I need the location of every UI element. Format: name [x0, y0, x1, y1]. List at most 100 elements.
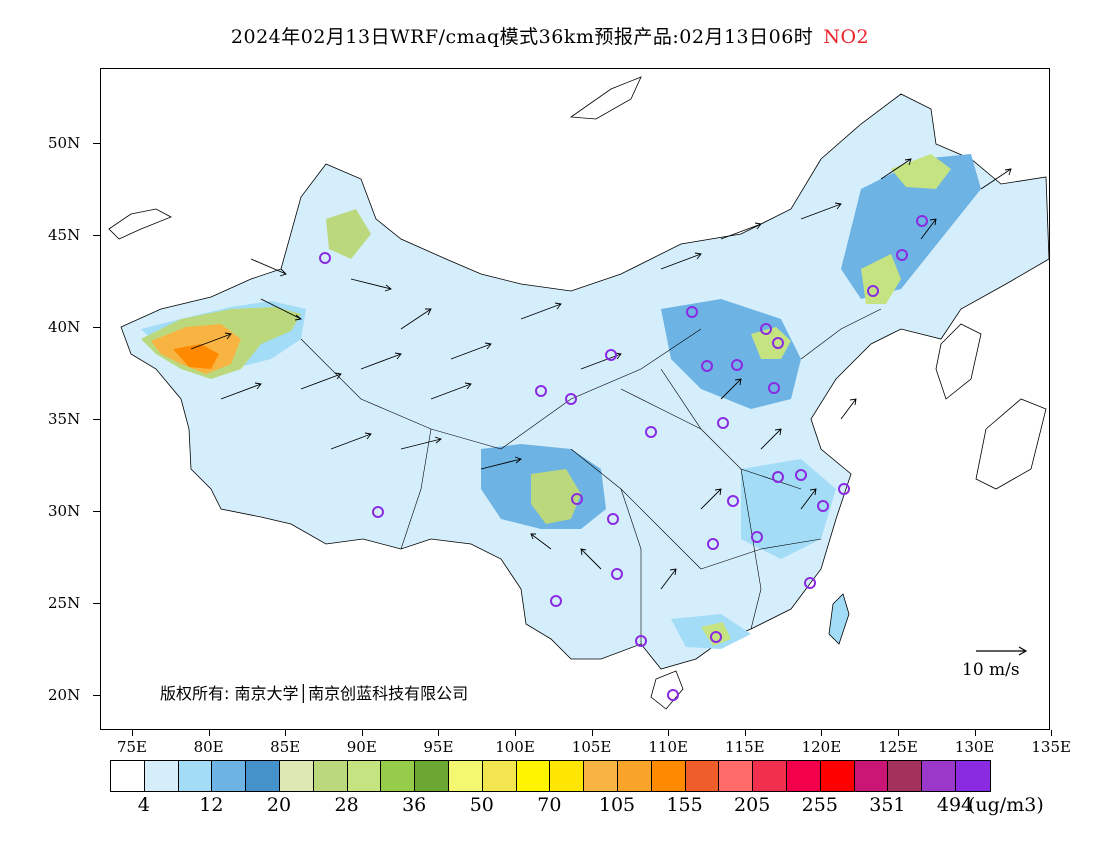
legend-swatch — [246, 761, 280, 791]
province-borders — [300, 308, 882, 644]
legend-swatch — [279, 761, 314, 791]
lat-label-30n: 30N — [48, 502, 81, 520]
copyright-notice: 版权所有: 南京大学│南京创蓝科技有限公司 — [160, 684, 469, 703]
city-marker — [867, 285, 879, 297]
city-marker — [772, 337, 784, 349]
legend-swatch — [786, 761, 821, 791]
lat-label-25n: 25N — [48, 594, 81, 612]
pollutant-name: NO2 — [823, 26, 870, 48]
legend-swatch — [651, 761, 686, 791]
city-marker — [717, 417, 729, 429]
lat-tick — [93, 419, 100, 420]
city-marker — [611, 568, 623, 580]
lon-label: 85E — [270, 738, 301, 756]
legend-swatch — [212, 761, 247, 791]
lon-tick — [285, 730, 287, 736]
legend-label: 205 — [734, 794, 771, 816]
legend-swatch — [313, 761, 348, 791]
legend-swatch — [685, 761, 720, 791]
city-marker — [571, 493, 583, 505]
xinjiang-hotspot-peak — [173, 344, 219, 369]
map-panel — [100, 68, 1050, 730]
lon-label: 90E — [346, 738, 377, 756]
legend-swatch — [550, 761, 585, 791]
legend-label: 494 — [936, 794, 974, 816]
yangtze-zone — [741, 459, 836, 559]
legend-unit: (ug/m3) — [968, 794, 1044, 816]
legend-label: 255 — [801, 794, 838, 816]
lon-label: 95E — [423, 738, 454, 756]
color-legend — [110, 760, 991, 792]
lat-tick — [93, 235, 100, 236]
urumqi-hotspot — [326, 209, 371, 259]
legend-swatch — [922, 761, 956, 791]
lon-label: 120E — [801, 738, 842, 756]
lon-tick — [974, 730, 976, 736]
city-marker — [916, 215, 928, 227]
lon-label: 135E — [1031, 738, 1071, 756]
city-marker — [607, 513, 619, 525]
legend-label: 50 — [469, 794, 494, 816]
legend-label: 20 — [266, 794, 292, 816]
city-marker — [605, 349, 617, 361]
legend-label: 105 — [598, 794, 636, 816]
legend-label: 70 — [537, 794, 562, 816]
title-text: 2024年02月13日WRF/cmaq模式36km预报产品:02月13日06时 — [230, 26, 814, 48]
legend-label: 155 — [666, 794, 703, 816]
lon-tick — [821, 730, 823, 736]
legend-swatch — [448, 761, 483, 791]
city-marker — [707, 538, 719, 550]
lon-tick — [132, 730, 133, 736]
legend-label: 28 — [334, 794, 359, 816]
lon-tick — [591, 730, 593, 736]
lon-tick — [1051, 730, 1053, 736]
lon-label: 110E — [648, 738, 688, 756]
city-marker — [804, 577, 816, 589]
legend-swatch — [753, 761, 787, 791]
korea-coast — [935, 323, 982, 400]
lat-label-40n: 40N — [48, 318, 81, 336]
city-marker — [550, 595, 562, 607]
legend-swatch — [144, 761, 179, 791]
legend-swatch — [888, 761, 923, 791]
legend-swatch — [178, 761, 213, 791]
lat-tick — [93, 511, 100, 512]
shenyang-hotspot — [861, 254, 901, 304]
legend-swatch — [347, 761, 382, 791]
legend-swatch — [516, 761, 551, 791]
city-marker — [701, 360, 713, 372]
lon-label: 115E — [725, 738, 765, 756]
legend-label: 36 — [402, 794, 427, 816]
lon-tick — [515, 730, 516, 736]
sakhalin-coast — [569, 76, 642, 120]
city-marker — [535, 385, 547, 397]
legend-swatch — [381, 761, 416, 791]
city-marker — [768, 382, 780, 394]
lon-label: 80E — [193, 738, 224, 756]
city-marker — [565, 393, 577, 405]
legend-swatch — [111, 761, 145, 791]
lat-tick — [93, 143, 100, 144]
lat-tick — [93, 603, 100, 604]
guangzhou-hotspot — [701, 622, 731, 646]
city-marker — [667, 689, 679, 701]
city-marker — [727, 495, 739, 507]
lon-tick — [744, 730, 746, 736]
legend-label: 4 — [137, 794, 150, 816]
sichuan-hotspot — [531, 469, 581, 524]
lon-label: 125E — [878, 738, 918, 756]
no2-concentration-map — [108, 76, 1049, 710]
lon-tick — [438, 730, 440, 736]
wind-scale-arrow — [976, 646, 1028, 656]
city-marker — [731, 359, 743, 371]
lat-tick — [93, 695, 100, 696]
lon-label: 100E — [495, 738, 535, 756]
city-marker — [319, 252, 331, 264]
city-marker — [751, 531, 763, 543]
city-marker — [645, 426, 657, 438]
city-marker — [896, 249, 908, 261]
legend-swatch — [719, 761, 754, 791]
lat-label-50n: 50N — [48, 134, 81, 152]
lat-label-35n: 35N — [48, 410, 81, 428]
map-title: 2024年02月13日WRF/cmaq模式36km预报产品:02月13日06时 N… — [0, 22, 1100, 49]
